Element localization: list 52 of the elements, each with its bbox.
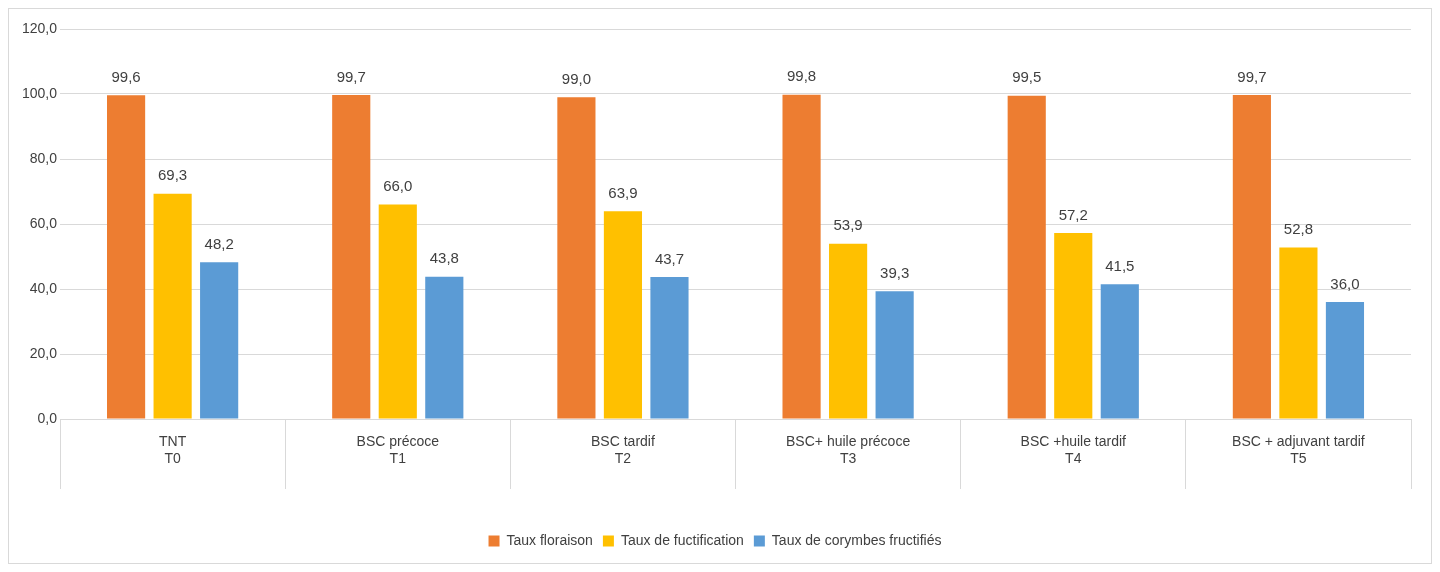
data-label: 39,3 xyxy=(880,263,910,281)
data-label: 99,7 xyxy=(1237,67,1267,85)
x-tick-label: BSC précoce T1 xyxy=(356,433,440,467)
bar xyxy=(1325,302,1365,419)
data-label: 99,7 xyxy=(336,67,366,85)
data-label: 99,6 xyxy=(111,67,141,85)
bar xyxy=(1054,233,1093,419)
data-label: 69,3 xyxy=(158,166,188,184)
bar xyxy=(875,291,914,419)
x-tick-label: BSC + adjuvant tardif T5 xyxy=(1232,433,1365,467)
y-tick-label: 60,0 xyxy=(29,214,58,231)
bar xyxy=(1007,95,1046,419)
y-tick-label: 100,0 xyxy=(21,84,58,101)
bar xyxy=(153,193,192,419)
bar xyxy=(650,276,689,419)
bar xyxy=(425,276,464,419)
bar xyxy=(332,94,371,419)
bar xyxy=(1100,284,1139,419)
data-label: 52,8 xyxy=(1283,220,1314,238)
data-label: 43,8 xyxy=(429,249,459,267)
legend-label: Taux de fuctification xyxy=(620,531,744,548)
legend-label: Taux floraison xyxy=(506,531,593,548)
bar xyxy=(829,243,868,419)
bar xyxy=(1279,247,1318,419)
bar xyxy=(603,211,643,419)
y-tick-label: 120,0 xyxy=(21,19,58,36)
y-tick-label: 40,0 xyxy=(29,279,58,296)
bar xyxy=(782,94,821,419)
bar xyxy=(107,95,146,419)
data-label: 99,0 xyxy=(561,69,591,87)
y-tick-label: 20,0 xyxy=(29,344,58,361)
data-label: 48,2 xyxy=(204,234,234,252)
data-label: 43,7 xyxy=(654,249,685,267)
bar xyxy=(200,262,239,419)
y-tick-label: 80,0 xyxy=(29,149,58,166)
data-label: 41,5 xyxy=(1105,256,1135,274)
data-label: 57,2 xyxy=(1058,205,1088,223)
data-label: 66,0 xyxy=(383,177,413,195)
x-tick-label: BSC tardif T2 xyxy=(591,433,655,467)
data-label: 63,9 xyxy=(608,183,638,201)
x-tick-label: TNT T0 xyxy=(159,433,187,467)
x-tick-label: BSC+ huile précoce T3 xyxy=(786,433,911,467)
data-label: 99,5 xyxy=(1012,68,1042,86)
bar xyxy=(378,204,417,419)
y-tick-label: 0,0 xyxy=(37,409,58,426)
x-tick-label: BSC +huile tardif T4 xyxy=(1020,433,1127,467)
data-label: 36,0 xyxy=(1330,274,1360,292)
bar xyxy=(1232,94,1271,419)
legend-label: Taux de corymbes fructifiés xyxy=(771,531,942,548)
bar xyxy=(557,97,596,419)
data-label: 99,8 xyxy=(786,67,817,85)
data-label: 53,9 xyxy=(833,216,863,234)
